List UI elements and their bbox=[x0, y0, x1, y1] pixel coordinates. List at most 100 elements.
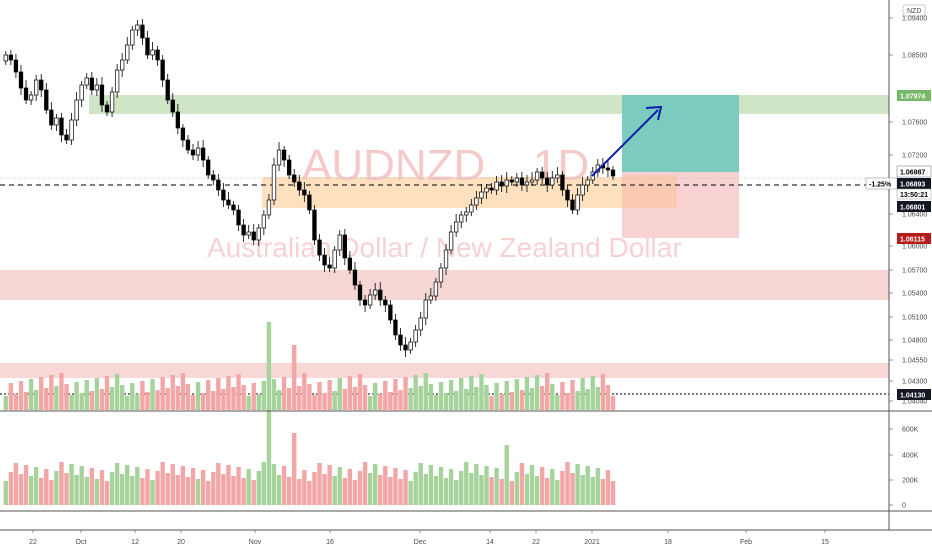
candle-body bbox=[271, 164, 277, 201]
volume-overlay-bar bbox=[408, 388, 413, 410]
volume-overlay-bar bbox=[550, 384, 555, 410]
volume-tick-label: 600K bbox=[902, 427, 919, 434]
candle-body bbox=[54, 117, 59, 126]
volume-overlay-bar bbox=[206, 380, 211, 410]
candle-body bbox=[18, 71, 24, 89]
candle-body bbox=[317, 239, 322, 256]
volume-bar bbox=[33, 467, 39, 505]
candle-body bbox=[23, 87, 29, 101]
volume-overlay-bar bbox=[195, 382, 201, 410]
volume-overlay-bar bbox=[575, 391, 580, 410]
volume-overlay-bar bbox=[545, 373, 550, 410]
time-axis[interactable]: 22 Oct 12 20 Nov 16 Dec 14 22 2021 18 Feb 15 bbox=[29, 530, 829, 546]
volume-bar bbox=[145, 469, 150, 505]
countdown-text: 13:50:21 bbox=[900, 192, 928, 199]
volume-overlay-bar bbox=[322, 393, 327, 410]
volume-bar bbox=[580, 475, 585, 505]
price-tick-label: 1.04800 bbox=[902, 338, 927, 345]
candle-body bbox=[266, 199, 272, 216]
current-price-label bbox=[897, 178, 931, 189]
candle-body bbox=[519, 177, 525, 186]
volume-bar bbox=[590, 477, 595, 505]
candle-body bbox=[195, 147, 201, 156]
volume-overlay-bar bbox=[372, 383, 378, 410]
candle-body bbox=[464, 211, 469, 216]
candle-body bbox=[367, 294, 373, 306]
volume-overlay-bar bbox=[479, 374, 484, 410]
volume-overlay-bar bbox=[327, 380, 332, 410]
candle-body bbox=[185, 139, 191, 151]
candle-body bbox=[489, 187, 494, 191]
price-tick-label: 1.05700 bbox=[902, 268, 927, 275]
volume-bar bbox=[231, 476, 236, 505]
volume-overlay-bar bbox=[464, 389, 469, 410]
volume-overlay-bar bbox=[200, 393, 206, 410]
volume-bar bbox=[469, 473, 474, 505]
candle-body bbox=[570, 199, 575, 211]
volume-axis[interactable]: 600K 400K 200K 0 bbox=[889, 427, 919, 510]
volume-overlay-bar bbox=[403, 377, 408, 410]
candle-body bbox=[241, 224, 246, 236]
volume-bar bbox=[443, 478, 449, 505]
candle-body bbox=[383, 299, 388, 306]
time-tick-label: Oct bbox=[76, 539, 87, 546]
volume-bar bbox=[211, 472, 216, 505]
volume-overlay-bar bbox=[266, 322, 272, 410]
volume-overlay-bar bbox=[256, 394, 261, 410]
volume-bar bbox=[398, 479, 403, 505]
volume-bar bbox=[69, 464, 74, 505]
volume-bar bbox=[322, 474, 327, 505]
volume-overlay-bar bbox=[519, 390, 525, 410]
price-axis[interactable]: 1.09400 1.08500 1.07600 1.07200 1.06400 1.060… bbox=[889, 16, 927, 406]
volume-overlay-bar bbox=[94, 378, 100, 410]
volume-bar bbox=[539, 467, 545, 505]
entry-highlight-box bbox=[622, 175, 677, 208]
volume-overlay-bar bbox=[130, 383, 135, 410]
volume-overlay-bar bbox=[474, 387, 479, 410]
candle-body bbox=[297, 181, 302, 191]
volume-overlay-bar bbox=[231, 387, 236, 410]
volume-overlay-bar bbox=[125, 396, 130, 410]
target-box[interactable] bbox=[622, 95, 739, 172]
support-zone bbox=[0, 363, 889, 378]
candle-body bbox=[135, 24, 140, 31]
price-tick-label: 1.05400 bbox=[902, 291, 927, 298]
volume-bar bbox=[362, 462, 368, 505]
time-tick-label: 20 bbox=[177, 539, 185, 546]
volume-bar bbox=[256, 471, 261, 505]
candle-body bbox=[226, 199, 231, 206]
volume-bar bbox=[150, 480, 155, 505]
volume-bar bbox=[575, 464, 580, 505]
volume-overlay-bar bbox=[524, 377, 530, 410]
volume-bar bbox=[352, 480, 358, 505]
candle-body bbox=[180, 127, 186, 141]
candle-body bbox=[216, 179, 221, 191]
price-tick-label: 1.07200 bbox=[902, 153, 927, 160]
volume-bar bbox=[89, 468, 95, 505]
volume-overlay-bar bbox=[367, 396, 373, 410]
volume-bar bbox=[312, 472, 317, 505]
candle-body bbox=[312, 209, 317, 241]
volume-bar bbox=[504, 445, 509, 505]
volume-bar bbox=[79, 466, 84, 505]
volume-overlay-bar bbox=[570, 380, 575, 410]
candle-body bbox=[332, 249, 337, 269]
volume-overlay-bar bbox=[443, 393, 449, 410]
currency-badge[interactable] bbox=[902, 4, 926, 17]
volume-overlay-bar bbox=[54, 386, 59, 410]
volume-overlay-bar bbox=[555, 395, 560, 410]
candle-body bbox=[8, 54, 14, 61]
candle-body bbox=[34, 79, 39, 96]
volume-overlay-bar bbox=[595, 387, 601, 410]
volume-bar bbox=[519, 463, 525, 505]
candle-body bbox=[120, 59, 125, 71]
volume-bar bbox=[302, 470, 307, 505]
volume-overlay-bar bbox=[39, 377, 44, 410]
volume-overlay-bar bbox=[342, 389, 348, 410]
volume-bar bbox=[185, 477, 191, 505]
volume-bar bbox=[44, 469, 49, 505]
time-tick-label: Feb bbox=[740, 539, 752, 546]
volume-bar bbox=[388, 477, 393, 505]
candle-body bbox=[499, 181, 504, 187]
